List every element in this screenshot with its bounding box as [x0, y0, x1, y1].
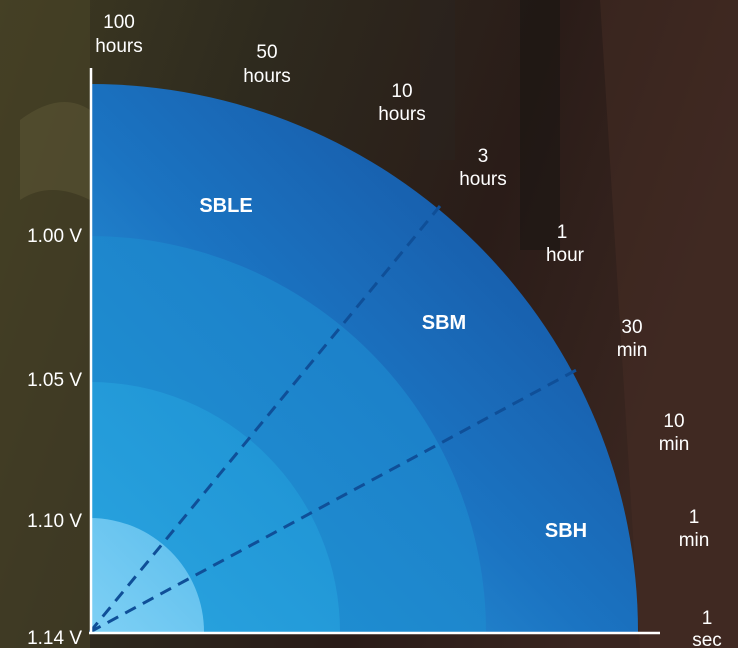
time-label-unit: hours	[243, 66, 291, 87]
axes	[89, 68, 660, 635]
time-label-unit: hour	[546, 245, 585, 266]
time-label-unit: min	[617, 340, 648, 361]
dashed-dividers	[88, 205, 581, 634]
dashed-line-steep	[88, 205, 442, 633]
time-label-value: 1	[689, 507, 700, 528]
zone-label-sbm: SBM	[422, 312, 466, 334]
time-label-unit: min	[679, 530, 710, 551]
time-label-value: 1	[557, 222, 568, 243]
time-label-value: 1	[702, 608, 713, 629]
time-labels: 100 hours 50 hours 10 hours 3 hours 1 ho…	[95, 12, 722, 648]
time-label-value: 3	[478, 146, 489, 167]
time-label-value: 10	[663, 411, 684, 432]
voltage-label: 1.00 V	[27, 226, 82, 247]
time-label-unit: sec	[692, 630, 722, 648]
voltage-labels: 1.00 V 1.05 V 1.10 V 1.14 V	[27, 226, 82, 648]
time-label-value: 10	[391, 81, 412, 102]
zone-labels: SBLE SBM SBH	[199, 195, 587, 542]
dashed-line-shallow	[89, 366, 581, 634]
time-label-unit: hours	[378, 104, 426, 125]
time-label-value: 30	[621, 317, 642, 338]
zone-label-sble: SBLE	[199, 195, 252, 217]
voltage-label: 1.14 V	[27, 628, 82, 648]
voltage-label: 1.10 V	[27, 511, 82, 532]
zone-rings	[90, 84, 638, 632]
time-label-unit: hours	[95, 36, 143, 57]
voltage-label: 1.05 V	[27, 370, 82, 391]
time-label-value: 50	[256, 42, 277, 63]
time-label-unit: hours	[459, 169, 507, 190]
ring-inner	[90, 518, 204, 632]
time-label-unit: min	[659, 434, 690, 455]
time-label-value: 100	[103, 12, 135, 33]
zone-label-sbh: SBH	[545, 520, 587, 542]
